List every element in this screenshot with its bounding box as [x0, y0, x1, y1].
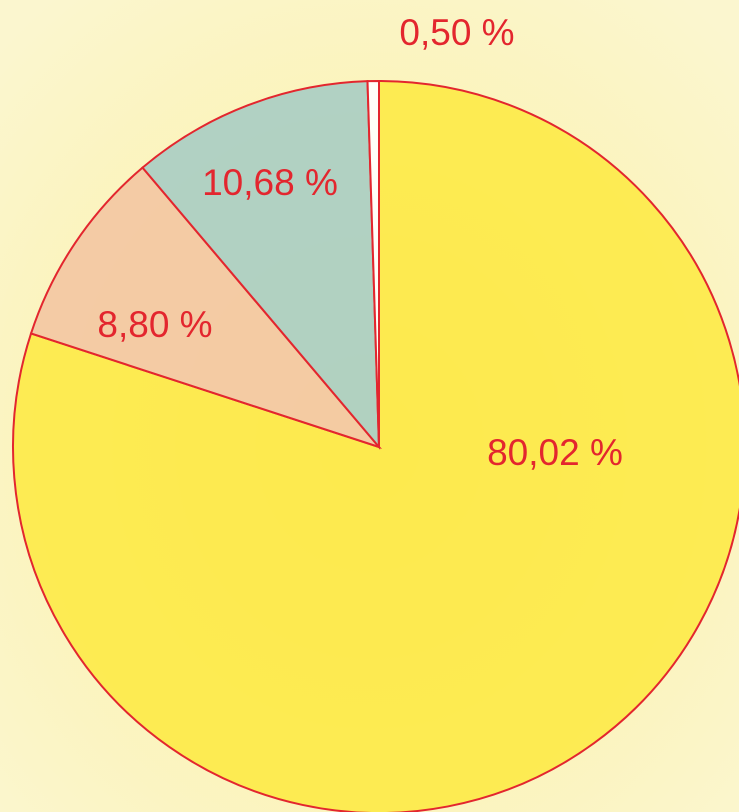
pie-slice — [141, 80, 381, 450]
slice-label: 10,68 % — [202, 162, 338, 203]
pie-slice — [366, 79, 380, 448]
slice-label: 80,02 % — [487, 432, 623, 473]
pie-slice — [29, 166, 383, 450]
slice-label: 0,50 % — [399, 12, 514, 53]
slice-label: 8,80 % — [97, 304, 212, 345]
